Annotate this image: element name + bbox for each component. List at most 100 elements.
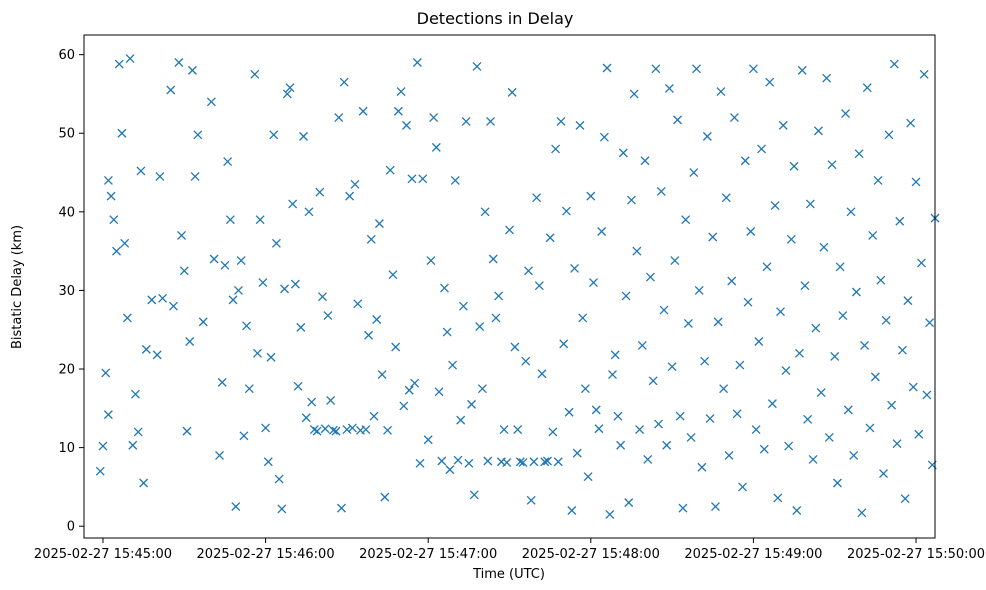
- data-point: [193, 130, 203, 140]
- data-point: [683, 318, 693, 328]
- data-point: [269, 130, 279, 140]
- data-point: [521, 356, 531, 366]
- data-point: [827, 160, 837, 170]
- data-point: [889, 59, 899, 69]
- x-tick-label: 2025-02-27 15:46:00: [197, 547, 335, 562]
- y-tick-label: 40: [58, 205, 75, 220]
- y-axis: 0 10 20 30 40 50 60: [58, 48, 84, 535]
- data-point: [467, 399, 477, 409]
- data-point: [814, 126, 823, 136]
- data-point: [846, 207, 856, 217]
- data-point: [437, 456, 447, 466]
- data-point: [228, 295, 238, 305]
- data-point: [767, 399, 777, 409]
- data-point: [282, 89, 292, 99]
- data-point: [450, 175, 460, 185]
- data-point: [551, 144, 561, 154]
- data-point: [377, 370, 387, 379]
- data-point: [778, 120, 788, 130]
- data-point: [868, 230, 878, 240]
- data-point: [716, 87, 726, 97]
- data-point: [838, 311, 848, 321]
- data-point: [919, 69, 929, 79]
- data-point: [564, 407, 574, 417]
- data-point: [898, 345, 907, 355]
- data-point: [404, 385, 414, 395]
- data-point: [643, 454, 653, 464]
- data-point: [765, 77, 775, 87]
- data-point: [792, 506, 802, 515]
- data-point: [285, 83, 295, 93]
- data-point: [234, 285, 243, 295]
- data-point: [757, 144, 767, 154]
- data-point: [692, 64, 701, 74]
- data-point: [702, 131, 712, 141]
- data-point: [209, 254, 219, 264]
- data-point: [290, 279, 300, 289]
- data-point: [220, 260, 230, 270]
- data-point: [361, 425, 371, 435]
- data-point: [293, 381, 303, 391]
- data-point: [263, 457, 273, 467]
- data-point: [770, 201, 780, 211]
- x-tick-label: 2025-02-27 15:49:00: [684, 547, 822, 562]
- data-point: [258, 278, 268, 288]
- data-point: [187, 65, 197, 75]
- data-point: [177, 230, 187, 240]
- data-point: [217, 377, 227, 387]
- data-point: [133, 427, 143, 437]
- data-point: [299, 131, 308, 141]
- data-point: [244, 384, 254, 394]
- data-point: [605, 509, 615, 519]
- data-point: [635, 425, 645, 435]
- data-point: [112, 246, 121, 256]
- data-point: [312, 426, 322, 436]
- data-point: [410, 378, 420, 388]
- data-point: [621, 291, 631, 301]
- data-point: [857, 508, 867, 518]
- data-point: [892, 439, 902, 449]
- data-point: [900, 494, 910, 504]
- data-point: [697, 462, 707, 472]
- data-point: [103, 410, 113, 420]
- data-point: [895, 216, 905, 226]
- data-point: [252, 348, 262, 358]
- data-point: [762, 262, 772, 272]
- data-point: [580, 384, 590, 394]
- data-point: [735, 360, 745, 370]
- data-point: [773, 493, 783, 503]
- data-point: [754, 337, 764, 346]
- x-axis: 2025-02-27 15:45:00 2025-02-27 15:46:00 20…: [34, 538, 985, 562]
- y-tick-label: 60: [58, 48, 75, 63]
- data-point: [670, 256, 680, 266]
- data-point: [429, 113, 439, 122]
- data-point: [239, 431, 249, 441]
- data-point: [911, 177, 921, 187]
- data-point: [358, 106, 368, 116]
- data-point: [819, 242, 829, 252]
- data-point: [624, 498, 634, 508]
- data-point: [385, 165, 395, 175]
- data-point: [914, 429, 924, 439]
- x-tick-label: 2025-02-27 15:45:00: [34, 547, 172, 562]
- data-point: [664, 83, 674, 93]
- y-tick-label: 50: [58, 127, 75, 142]
- data-point: [223, 157, 233, 166]
- data-point: [532, 193, 542, 203]
- x-tick-label: 2025-02-27 15:47:00: [359, 547, 497, 562]
- data-point: [724, 451, 734, 460]
- data-point: [475, 322, 485, 332]
- data-point: [120, 238, 130, 248]
- data-point: [461, 116, 471, 126]
- data-point: [748, 64, 758, 74]
- data-point: [225, 215, 235, 225]
- data-point: [824, 432, 834, 442]
- data-point: [835, 262, 845, 272]
- data-point: [488, 254, 498, 264]
- data-point: [415, 458, 425, 468]
- data-point: [174, 58, 184, 67]
- data-point: [678, 503, 688, 513]
- data-point: [139, 478, 149, 488]
- data-point: [95, 466, 105, 476]
- data-point: [659, 305, 669, 315]
